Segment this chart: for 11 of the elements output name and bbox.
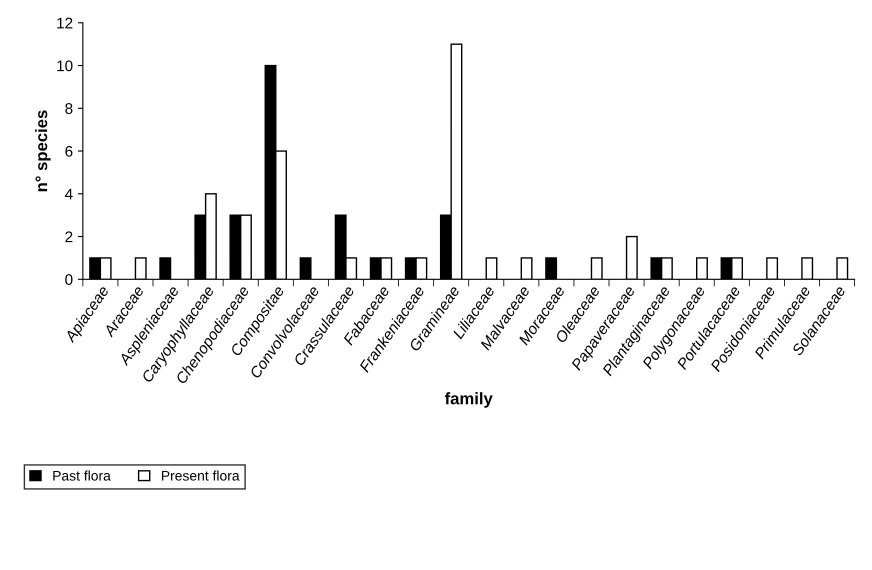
y-tick-label: 8 bbox=[65, 103, 72, 114]
y-tick-label: 2 bbox=[65, 231, 72, 242]
y-tick-label: 4 bbox=[64, 188, 73, 200]
x-axis-title: family bbox=[444, 392, 493, 408]
y-tick-label: 6 bbox=[65, 146, 72, 157]
y-tick-label: 10 bbox=[57, 60, 73, 72]
legend-label: Present flora bbox=[162, 470, 240, 481]
y-tick-label: 0 bbox=[65, 274, 73, 285]
y-axis-title: n° species bbox=[35, 110, 51, 192]
legend-label: Past flora bbox=[53, 470, 111, 481]
y-tick-label: 12 bbox=[57, 18, 72, 28]
